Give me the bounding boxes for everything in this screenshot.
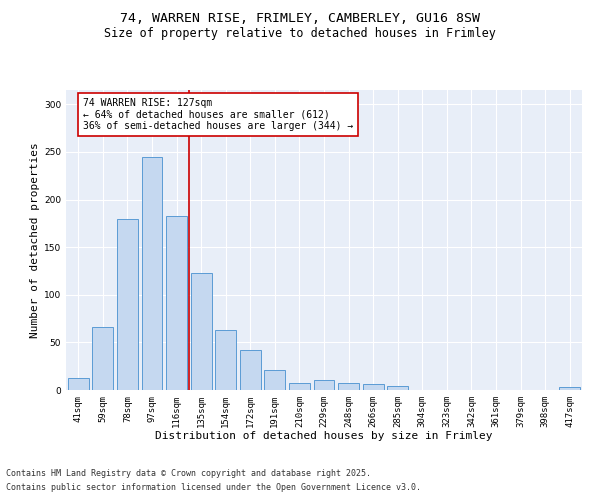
Bar (68, 378, 89, 390)
Text: 74, WARREN RISE, FRIMLEY, CAMBERLEY, GU16 8SW: 74, WARREN RISE, FRIMLEY, CAMBERLEY, GU1… (120, 12, 480, 26)
Bar (191, 273, 212, 390)
Text: Size of property relative to detached houses in Frimley: Size of property relative to detached ho… (104, 28, 496, 40)
Text: Contains public sector information licensed under the Open Government Licence v3: Contains public sector information licen… (6, 484, 421, 492)
Y-axis label: Number of detached properties: Number of detached properties (30, 142, 40, 338)
Text: Contains HM Land Registry data © Crown copyright and database right 2025.: Contains HM Land Registry data © Crown c… (6, 468, 371, 477)
Bar (265, 370, 286, 390)
Bar (240, 350, 261, 390)
Bar (314, 380, 334, 390)
Bar (362, 384, 383, 390)
Bar (215, 330, 236, 390)
Bar (142, 156, 163, 390)
Bar (289, 384, 310, 390)
Bar (338, 384, 359, 390)
Bar (559, 387, 580, 390)
Bar (166, 216, 187, 390)
Bar (92, 327, 113, 390)
Bar (117, 218, 138, 390)
Text: 74 WARREN RISE: 127sqm
← 64% of detached houses are smaller (612)
36% of semi-de: 74 WARREN RISE: 127sqm ← 64% of detached… (83, 98, 353, 131)
Bar (387, 386, 408, 390)
X-axis label: Distribution of detached houses by size in Frimley: Distribution of detached houses by size … (155, 432, 493, 442)
